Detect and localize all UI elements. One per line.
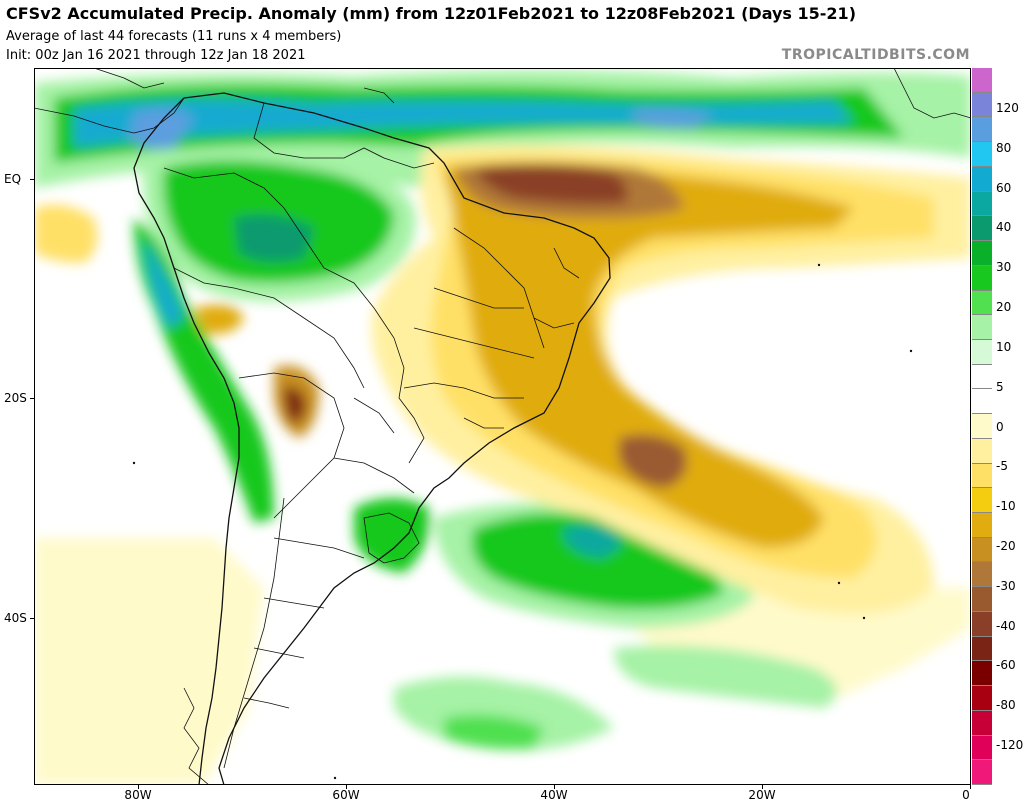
colorbar-swatch xyxy=(972,513,992,538)
lat-label-20s: 20S xyxy=(4,391,27,405)
colorbar-swatch xyxy=(972,92,992,118)
colorbar-label: 60 xyxy=(996,180,1012,195)
colorbar-label: -60 xyxy=(996,658,1016,673)
colorbar-swatch xyxy=(972,117,992,143)
subtitle: Average of last 44 forecasts (11 runs x … xyxy=(6,29,342,44)
colorbar-swatch xyxy=(972,339,992,365)
colorbar-swatch xyxy=(972,290,992,316)
colorbar-swatch xyxy=(972,562,992,588)
colorbar-swatch xyxy=(972,611,992,637)
colorbar-swatch xyxy=(972,537,992,563)
lon-tick-60w xyxy=(346,785,347,789)
colorbar-swatch xyxy=(972,166,992,192)
colorbar-swatch xyxy=(972,735,992,761)
colorbar-label: 5 xyxy=(996,379,1004,394)
colorbar-label: 80 xyxy=(996,140,1012,155)
colorbar-swatch xyxy=(972,661,992,687)
page-title: CFSv2 Accumulated Precip. Anomaly (mm) f… xyxy=(6,4,856,23)
init-time: Init: 00z Jan 16 2021 through 12z Jan 18… xyxy=(6,48,306,63)
colorbar xyxy=(972,68,992,785)
lon-label-40w: 40W xyxy=(540,788,568,802)
lon-tick-40w xyxy=(554,785,555,789)
colorbar-swatch xyxy=(972,760,992,785)
colorbar-labels: 120 80 60 40 30 20 10 5 0 -5 -10 -20 -30 -40 -60 -80 -12… xyxy=(992,68,1024,785)
colorbar-label: -40 xyxy=(996,618,1016,633)
lat-label-eq: EQ xyxy=(4,172,22,186)
map-canvas xyxy=(34,68,971,785)
colorbar-swatch xyxy=(972,265,992,291)
colorbar-label: 40 xyxy=(996,220,1012,235)
colorbar-swatch xyxy=(972,216,992,242)
colorbar-swatch xyxy=(972,438,992,464)
colorbar-swatch xyxy=(972,389,992,415)
colorbar-swatch xyxy=(972,463,992,489)
colorbar-label: 30 xyxy=(996,260,1012,275)
colorbar-label: -5 xyxy=(996,459,1008,474)
lon-tick-0 xyxy=(970,785,971,789)
colorbar-label: -20 xyxy=(996,538,1016,553)
lon-label-60w: 60W xyxy=(332,788,360,802)
colorbar-label: 10 xyxy=(996,339,1012,354)
colorbar-swatch xyxy=(972,142,992,167)
lon-tick-80w xyxy=(138,785,139,789)
colorbar-label: -80 xyxy=(996,698,1016,713)
lon-label-20w: 20W xyxy=(748,788,776,802)
colorbar-swatch xyxy=(972,315,992,340)
lon-tick-20w xyxy=(762,785,763,789)
colorbar-swatch xyxy=(972,686,992,711)
colorbar-swatch xyxy=(972,68,992,93)
colorbar-swatch xyxy=(972,414,992,439)
precip-anomaly-map xyxy=(34,68,971,785)
colorbar-label: -10 xyxy=(996,499,1016,514)
colorbar-swatch xyxy=(972,191,992,217)
colorbar-label: -120 xyxy=(996,738,1024,752)
colorbar-label: 20 xyxy=(996,300,1012,315)
colorbar-swatch xyxy=(972,488,992,514)
colorbar-swatch xyxy=(972,636,992,662)
colorbar-swatch xyxy=(972,587,992,612)
lat-tick-eq xyxy=(30,179,34,180)
colorbar-label: 0 xyxy=(996,419,1004,434)
lat-tick-20s xyxy=(30,398,34,399)
colorbar-swatch xyxy=(972,364,992,390)
lat-label-40s: 40S xyxy=(4,611,27,625)
colorbar-swatch xyxy=(972,241,992,266)
lon-label-0: 0 xyxy=(962,788,970,802)
colorbar-swatch xyxy=(972,710,992,736)
colorbar-label: 120 xyxy=(996,101,1019,115)
brand-watermark: TROPICALTIDBITS.COM xyxy=(781,47,970,63)
colorbar-label: -30 xyxy=(996,578,1016,593)
lat-tick-40s xyxy=(30,618,34,619)
lon-label-80w: 80W xyxy=(124,788,152,802)
